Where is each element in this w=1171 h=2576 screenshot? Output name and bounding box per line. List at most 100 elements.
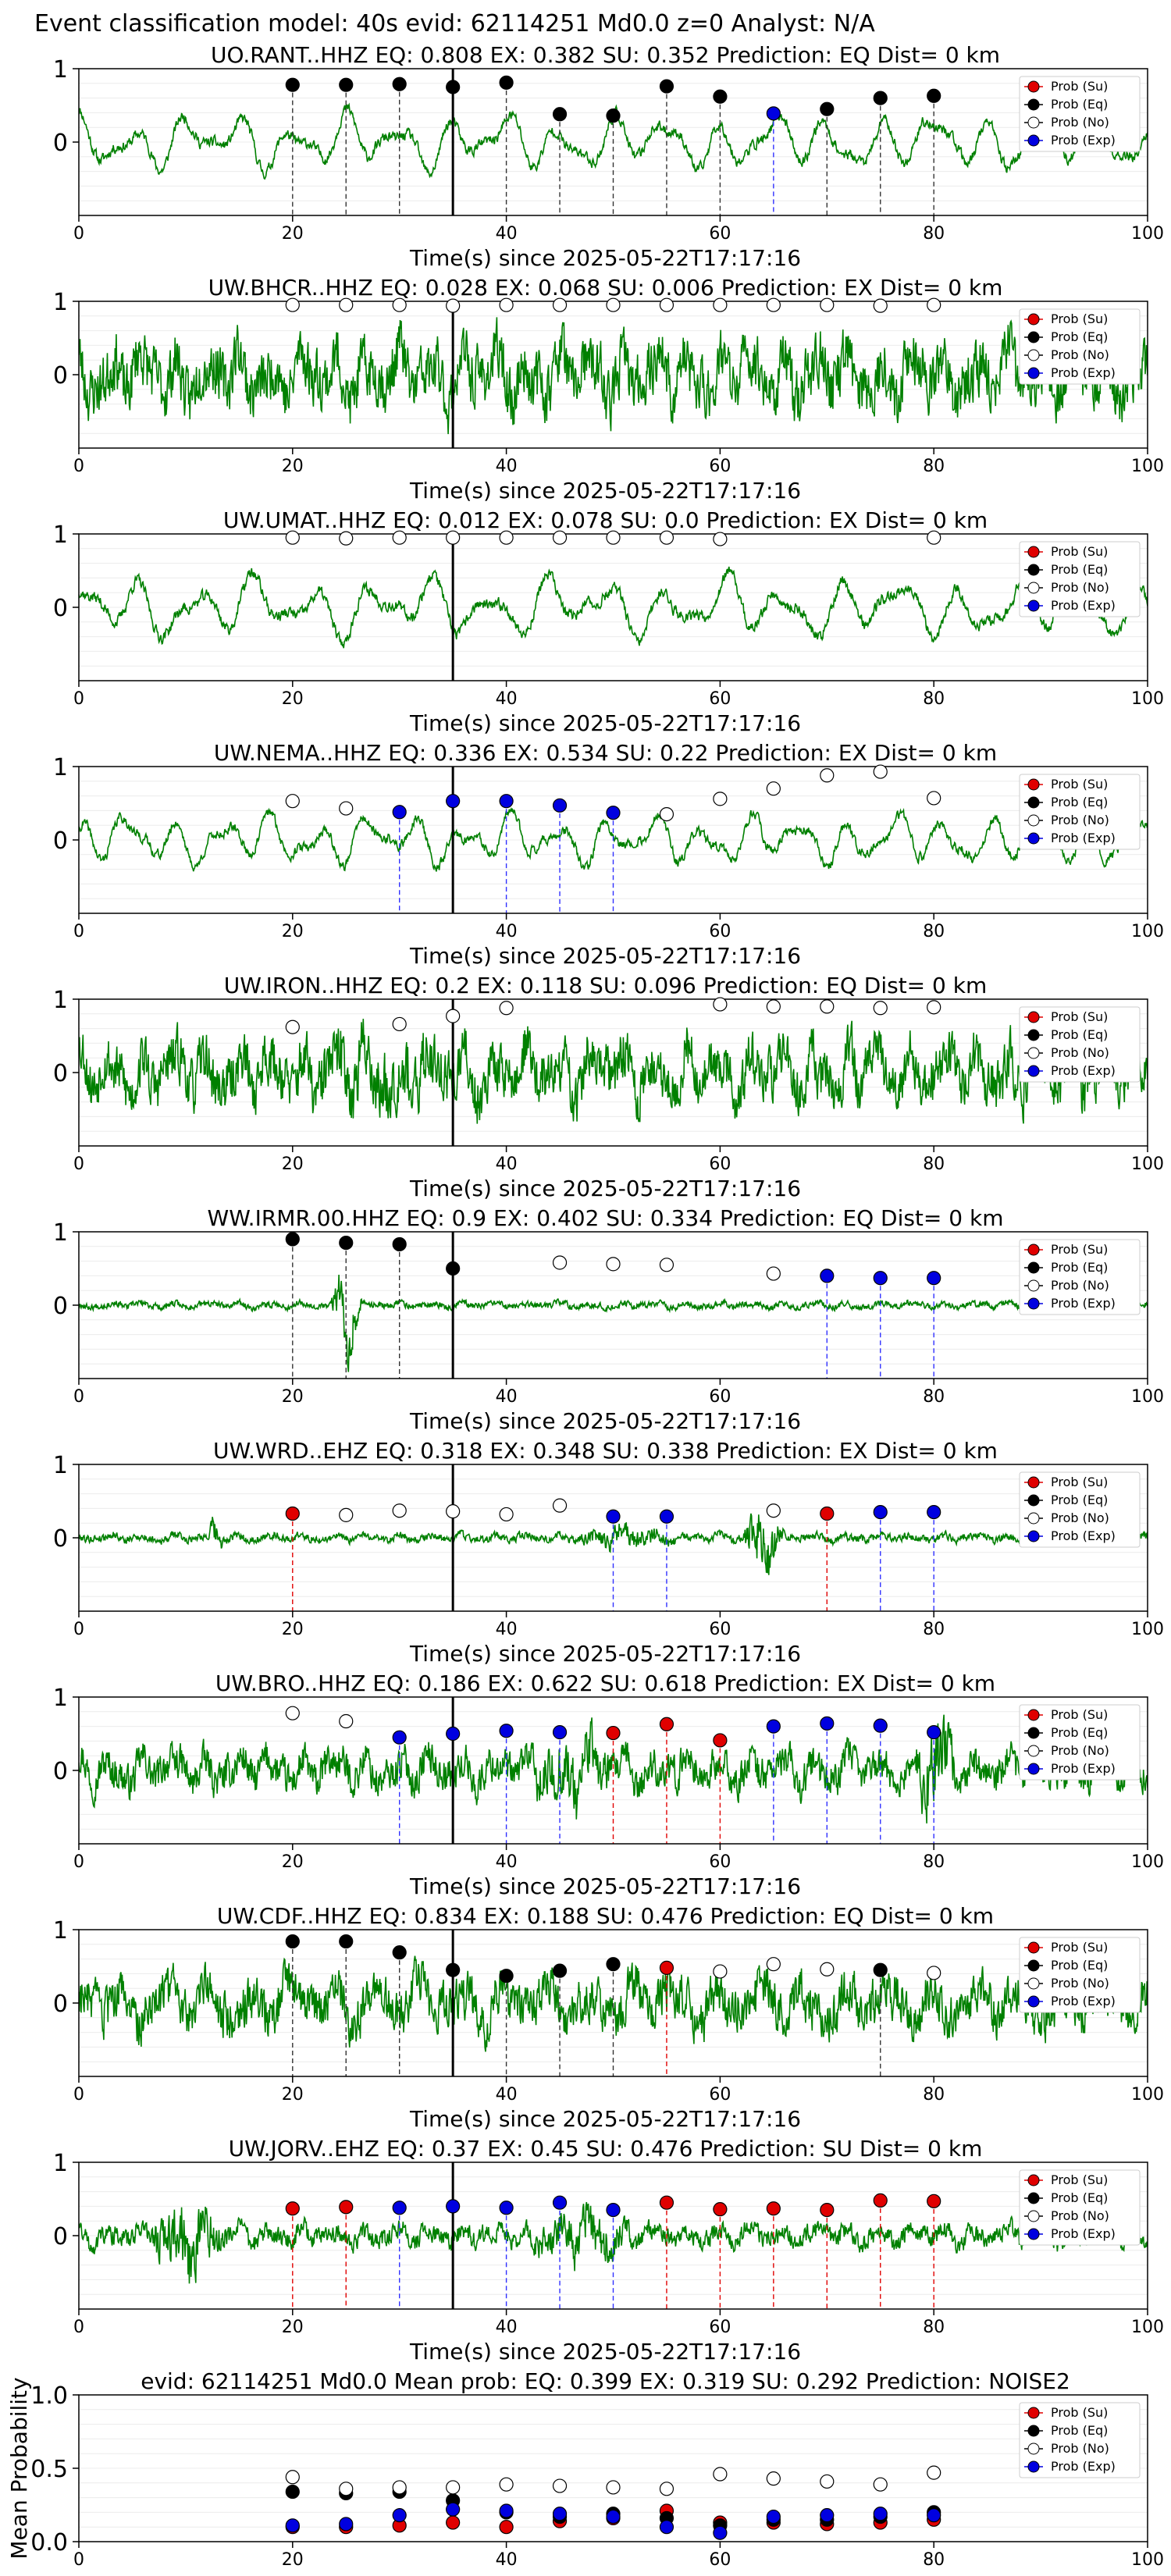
prediction-marker-eq <box>392 76 407 91</box>
legend-label-exp: Prob (Exp) <box>1051 365 1116 380</box>
legend-marker-no <box>1027 116 1040 129</box>
prediction-marker-su <box>659 1960 674 1975</box>
x-tick-label: 40 <box>496 1387 518 1407</box>
x-axis-label: Time(s) since 2025-05-22T17:17:16 <box>409 2339 801 2364</box>
prediction-marker-eq <box>392 1236 407 1252</box>
prediction-marker-exp <box>927 1504 941 1520</box>
prediction-marker-no <box>499 530 514 545</box>
legend-label-eq: Prob (Eq) <box>1051 2190 1108 2205</box>
prediction-marker-su <box>339 2200 354 2215</box>
prediction-marker-eq <box>499 1969 514 1984</box>
prediction-marker-exp <box>552 798 568 813</box>
prediction-marker-no <box>766 297 781 312</box>
x-axis-label: Time(s) since 2025-05-22T17:17:16 <box>409 943 801 969</box>
legend-marker-no <box>1027 1279 1040 1292</box>
mean-marker-no <box>820 2474 835 2489</box>
legend-box <box>1019 2402 1141 2478</box>
prediction-marker-no <box>713 997 728 1012</box>
legend-box <box>1019 541 1141 617</box>
prediction-marker-no <box>659 297 674 312</box>
prediction-marker-no <box>766 781 781 796</box>
plot-area <box>79 767 1148 913</box>
mean-marker-no <box>285 2470 300 2485</box>
prediction-marker-eq <box>659 79 674 94</box>
x-tick-label: 20 <box>282 1387 304 1407</box>
legend-marker-exp <box>1027 1995 1040 2008</box>
prediction-marker-no <box>606 1257 621 1272</box>
mean-marker-no <box>873 2477 888 2492</box>
legend-label-no: Prob (No) <box>1051 813 1109 827</box>
x-tick-label: 20 <box>282 2318 304 2337</box>
prediction-marker-exp <box>873 1504 888 1520</box>
legend-marker-no <box>1027 1512 1040 1525</box>
prediction-marker-exp <box>446 1726 461 1742</box>
prediction-marker-exp <box>927 1725 941 1740</box>
legend-marker-su <box>1027 1709 1040 1721</box>
station-panel-uw-umat-hhz: UW.UMAT..HHZ EQ: 0.012 EX: 0.078 SU: 0.0… <box>53 507 1164 736</box>
prediction-marker-eq <box>499 75 514 90</box>
legend-marker-su <box>1027 313 1040 326</box>
panel-title: UW.JORV..EHZ EQ: 0.37 EX: 0.45 SU: 0.476… <box>229 2136 983 2161</box>
prediction-marker-no <box>446 298 461 313</box>
mean-marker-su <box>499 2520 514 2535</box>
x-tick-label: 60 <box>709 922 731 941</box>
prediction-marker-no <box>499 1001 514 1016</box>
y-tick-label: 1.0 <box>30 2382 68 2410</box>
x-tick-label: 60 <box>709 224 731 244</box>
x-tick-label: 80 <box>923 2085 945 2105</box>
panel-title: UW.BHCR..HHZ EQ: 0.028 EX: 0.068 SU: 0.0… <box>208 275 1003 301</box>
x-tick-label: 60 <box>709 2318 731 2337</box>
prediction-marker-exp <box>820 1716 835 1731</box>
waveform-trace <box>79 806 1148 872</box>
x-tick-label: 60 <box>709 2550 731 2570</box>
prediction-marker-eq <box>285 1232 300 1247</box>
x-tick-label: 40 <box>496 1155 518 1174</box>
panel-title: UW.NEMA..HHZ EQ: 0.336 EX: 0.534 SU: 0.2… <box>214 740 997 766</box>
y-tick-label: 0 <box>53 1758 68 1785</box>
legend-marker-su <box>1027 1011 1040 1023</box>
prediction-marker-eq <box>552 107 568 122</box>
prediction-marker-no <box>446 530 461 545</box>
prediction-marker-no <box>392 530 407 545</box>
x-tick-label: 0 <box>73 2085 84 2105</box>
x-tick-label: 20 <box>282 1852 304 1872</box>
prediction-marker-no <box>927 791 941 806</box>
waveform-trace <box>79 317 1148 435</box>
prediction-marker-eq <box>339 77 354 92</box>
legend-label-eq: Prob (Eq) <box>1051 1027 1108 1042</box>
station-panel-ww-irmr-00-hhz: WW.IRMR.00.HHZ EQ: 0.9 EX: 0.402 SU: 0.3… <box>53 1205 1164 1434</box>
prediction-marker-eq <box>552 1963 568 1978</box>
mean-marker-no <box>552 2478 568 2493</box>
legend-label-exp: Prob (Exp) <box>1051 1761 1116 1776</box>
prediction-marker-exp <box>446 2199 461 2214</box>
prediction-marker-exp <box>552 2195 568 2210</box>
x-axis-label: Time(s) since 2025-05-22T17:17:16 <box>409 245 801 271</box>
x-tick-label: 0 <box>73 1852 84 1872</box>
legend-label-no: Prob (No) <box>1051 347 1109 362</box>
x-tick-label: 20 <box>282 224 304 244</box>
prediction-marker-no <box>339 801 354 816</box>
prediction-marker-exp <box>820 1268 835 1283</box>
mean-marker-no <box>606 2480 621 2495</box>
x-tick-label: 0 <box>73 689 84 709</box>
station-panel-uw-jorv-ehz: UW.JORV..EHZ EQ: 0.37 EX: 0.45 SU: 0.476… <box>53 2136 1164 2364</box>
prediction-marker-eq <box>285 77 300 92</box>
x-tick-label: 80 <box>923 1620 945 1639</box>
legend-box <box>1019 1471 1141 1548</box>
x-axis-label: Time(s) since 2025-05-22T17:17:16 <box>409 1176 801 1201</box>
prediction-marker-su <box>713 2202 728 2217</box>
mean-marker-no <box>713 2467 728 2482</box>
waveform-trace <box>79 1955 1148 2052</box>
legend-marker-eq <box>1027 1494 1040 1507</box>
legend-label-su: Prob (Su) <box>1051 79 1108 94</box>
x-tick-label: 100 <box>1131 1155 1164 1174</box>
legend-label-su: Prob (Su) <box>1051 1940 1108 1955</box>
mean-marker-exp <box>499 2503 514 2518</box>
x-tick-label: 40 <box>496 922 518 941</box>
x-tick-label: 40 <box>496 1620 518 1639</box>
prediction-marker-no <box>713 297 728 312</box>
x-tick-label: 80 <box>923 689 945 709</box>
station-panel-uw-nema-hhz: UW.NEMA..HHZ EQ: 0.336 EX: 0.534 SU: 0.2… <box>53 740 1164 969</box>
plot-area <box>79 69 1148 215</box>
